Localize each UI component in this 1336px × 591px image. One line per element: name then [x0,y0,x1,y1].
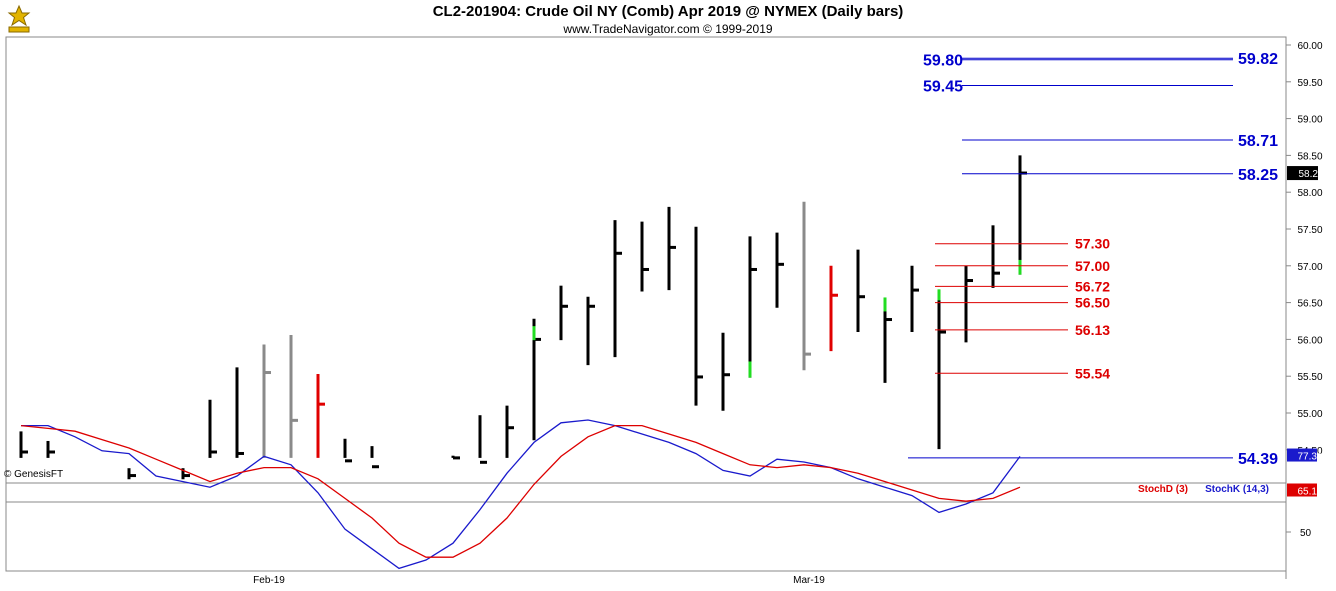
stoch-k-line [21,419,1021,570]
ohlc-bar [775,232,784,308]
chart-title: CL2-201904: Crude Oil NY (Comb) Apr 2019… [432,3,904,20]
ohlc-bar [316,373,325,458]
price-axis-label: 57.00 [1297,262,1322,273]
ohlc-bar [505,405,514,458]
ohlc-bar [559,285,568,341]
legend-stoch-k: StochK (14,3) [1205,484,1269,495]
stoch-d-tag [1287,483,1317,497]
ohlc-bar [613,220,622,358]
current-price-tag [1287,166,1318,181]
level-label: 59.80 [923,53,963,70]
ohlc-bar [964,265,973,343]
ohlc-bar [721,332,730,411]
price-axis-label: 57.50 [1297,225,1322,236]
stoch-k-tag [1287,448,1317,462]
level-label: 56.50 [1075,295,1110,311]
ohlc-bar [262,344,271,458]
ohlc-bar [1018,155,1027,275]
ohlc-bar [289,334,298,458]
ohlc-bar [370,446,379,469]
price-axis-label: 55.50 [1297,372,1322,383]
level-label: 56.72 [1075,278,1110,294]
level-label: 59.45 [923,78,963,95]
ohlc-bar [883,297,892,383]
ohlc-bar [748,236,757,378]
trade-navigator-logo [7,4,31,33]
ohlc-bar [991,225,1000,288]
price-axis-label: 58.00 [1297,188,1322,199]
price-axis-label: 58.50 [1297,151,1322,162]
price-axis-label: 59.50 [1297,78,1322,89]
legend-stoch-d: StochD (3) [1138,484,1188,495]
ohlc-bar [127,468,136,480]
data-credit: © GenesisFT [4,469,64,480]
ohlc-bar [802,201,811,371]
price-axis-label: 59.00 [1297,115,1322,126]
ohlc-bar [181,468,190,480]
level-label: 54.39 [1238,451,1278,468]
current-price-label: 58.26 [1298,169,1323,180]
ohlc-bar [208,399,217,458]
ohlc-bar [46,440,55,458]
chart-subtitle: www.TradeNavigator.com © 1999-2019 [563,22,773,36]
x-axis-label: Mar-19 [793,575,825,586]
level-label: 57.00 [1075,258,1110,274]
x-axis-label: Feb-19 [253,575,285,586]
level-label: 57.30 [1075,236,1110,252]
ohlc-bar [640,221,649,292]
level-label: 58.25 [1238,167,1278,184]
ohlc-bar [667,206,676,291]
level-label: 59.82 [1238,51,1278,68]
ohlc-bar [451,455,460,460]
price-axis-label: 55.00 [1297,409,1322,420]
level-label: 58.71 [1238,133,1278,150]
price-axis-label: 56.50 [1297,299,1322,310]
ohlc-bar [478,415,487,464]
ohlc-bar [235,367,244,458]
stoch-d-value: 65.18 [1297,486,1322,497]
ohlc-bar [19,431,28,458]
ohlc-bar [829,265,838,352]
price-axis-label: 60.00 [1297,41,1322,52]
ohlc-bar [856,249,865,333]
level-label: 56.13 [1075,322,1110,338]
ohlc-bar [586,296,595,366]
ohlc-bar [910,265,919,333]
level-label: 55.54 [1075,365,1110,381]
ohlc-bar [343,438,352,463]
stoch-d-line [20,424,1021,558]
ohlc-bar [937,289,946,450]
stoch-axis-label: 50 [1300,528,1312,539]
price-axis-label: 56.00 [1297,335,1322,346]
ohlc-bar [532,318,541,441]
stoch-k-value: 77.31 [1297,452,1322,463]
ohlc-bar [694,226,703,406]
